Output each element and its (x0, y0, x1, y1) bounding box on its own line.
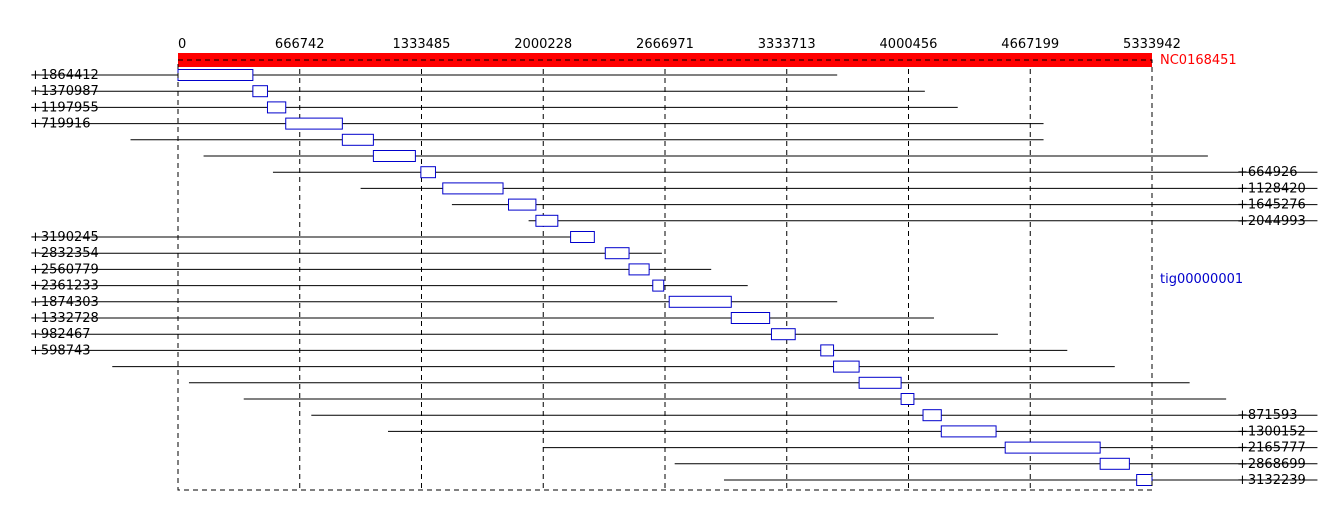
alignment-row: +982467 (30, 327, 998, 342)
reference-label: NC0168451 (1160, 53, 1237, 68)
row-offset-label: +2560779 (30, 262, 99, 277)
alignment-row: +2832354 (30, 246, 662, 261)
alignment-block (922, 409, 942, 422)
alignment-block (341, 133, 374, 146)
x-tick-label: 4000456 (880, 37, 938, 52)
x-tick-label: 3333713 (758, 37, 816, 52)
alignment-row (130, 133, 1044, 146)
alignment-block (652, 279, 665, 292)
alignment-block (833, 360, 860, 373)
alignment-block (535, 214, 559, 227)
x-tick-label: 1333485 (393, 37, 451, 52)
alignment-block (668, 295, 732, 308)
alignment-block (420, 166, 436, 179)
alignment-block (900, 393, 915, 405)
x-tick-label: 5333942 (1123, 37, 1181, 52)
row-offset-label: +2832354 (30, 246, 99, 261)
x-tick-label: 2666971 (636, 37, 694, 52)
alignment-block (1099, 457, 1130, 470)
alignment-row: +664926 (272, 165, 1318, 180)
alignment-row: +3132239 (723, 473, 1318, 488)
alignment-block (604, 247, 630, 260)
alignment-block (266, 101, 287, 114)
row-offset-label: +1645276 (1237, 198, 1306, 213)
alignment-row: +2044993 (528, 214, 1318, 229)
row-offset-label: +598743 (30, 343, 91, 358)
alignment-row: +2868699 (674, 457, 1318, 472)
x-tick-label: 0 (178, 37, 186, 52)
row-offset-label: +1332728 (30, 311, 99, 326)
alignment-row: +3190245 (30, 230, 595, 245)
alignment-row: +1370987 (30, 84, 925, 99)
row-offset-label: +1370987 (30, 84, 99, 99)
plot-frame (177, 59, 1153, 491)
row-offset-label: +1300152 (1237, 424, 1306, 439)
alignment-block (508, 198, 537, 211)
alignment-block (1136, 474, 1153, 486)
alignment-row: +2560779 (30, 262, 712, 277)
alignment-block (940, 425, 997, 438)
alignment-row: +1645276 (451, 198, 1318, 213)
row-offset-label: +2868699 (1237, 457, 1306, 472)
alignment-block (252, 85, 268, 98)
alignment-rows: +1864412+1370987+1197955+719916+664926+1… (30, 68, 1318, 488)
alignment-row (203, 150, 1208, 162)
alignment-row: +871593 (311, 408, 1318, 423)
row-offset-label: +1864412 (30, 68, 99, 83)
alignment-block (770, 328, 796, 341)
x-tick-label: 4667199 (1001, 37, 1059, 52)
row-offset-label: +664926 (1237, 165, 1298, 180)
alignment-row: +2165777 (543, 441, 1318, 456)
row-offset-label: +1874303 (30, 295, 99, 310)
row-offset-label: +2165777 (1237, 441, 1306, 456)
x-tick-labels: 0 666742 1333485 2000228 2666971 3333713 40004… (178, 37, 1181, 52)
row-offset-label: +1197955 (30, 100, 99, 115)
row-offset-label: +2044993 (1237, 214, 1306, 229)
row-offset-label: +1128420 (1237, 181, 1306, 196)
alignment-block (177, 69, 254, 81)
row-offset-label: +2361233 (30, 279, 99, 294)
alignment-row: +2361233 (30, 279, 748, 294)
alignment-row: +719916 (30, 117, 1044, 132)
alignment-row: +1197955 (30, 100, 958, 115)
alignment-block (820, 344, 835, 357)
alignment-row: +1864412 (30, 68, 838, 83)
alignment-block (372, 150, 416, 162)
row-offset-label: +982467 (30, 327, 91, 342)
alignment-row (188, 376, 1190, 389)
alignment-row (243, 393, 1227, 405)
alignment-row: +1332728 (30, 311, 934, 326)
alignment-row: +1128420 (360, 181, 1318, 196)
vertical-gridlines (299, 60, 1031, 490)
contig-label: tig00000001 (1160, 272, 1243, 287)
alignment-row (112, 360, 1115, 373)
alignment-block (570, 231, 595, 243)
row-offset-label: +719916 (30, 117, 91, 132)
alignment-row: +598743 (30, 343, 1068, 358)
alignment-block (628, 263, 650, 276)
x-tick-label: 666742 (275, 37, 325, 52)
alignment-block (858, 376, 902, 389)
alignment-block (730, 312, 771, 324)
x-tick-label: 2000228 (514, 37, 572, 52)
alignment-block (442, 182, 504, 195)
row-offset-label: +3132239 (1237, 473, 1306, 488)
alignment-row: +1874303 (30, 295, 838, 310)
row-offset-label: +871593 (1237, 408, 1298, 423)
alignment-row: +1300152 (387, 424, 1318, 439)
alignment-block (285, 117, 343, 130)
alignment-block (1004, 441, 1101, 454)
row-offset-label: +3190245 (30, 230, 99, 245)
